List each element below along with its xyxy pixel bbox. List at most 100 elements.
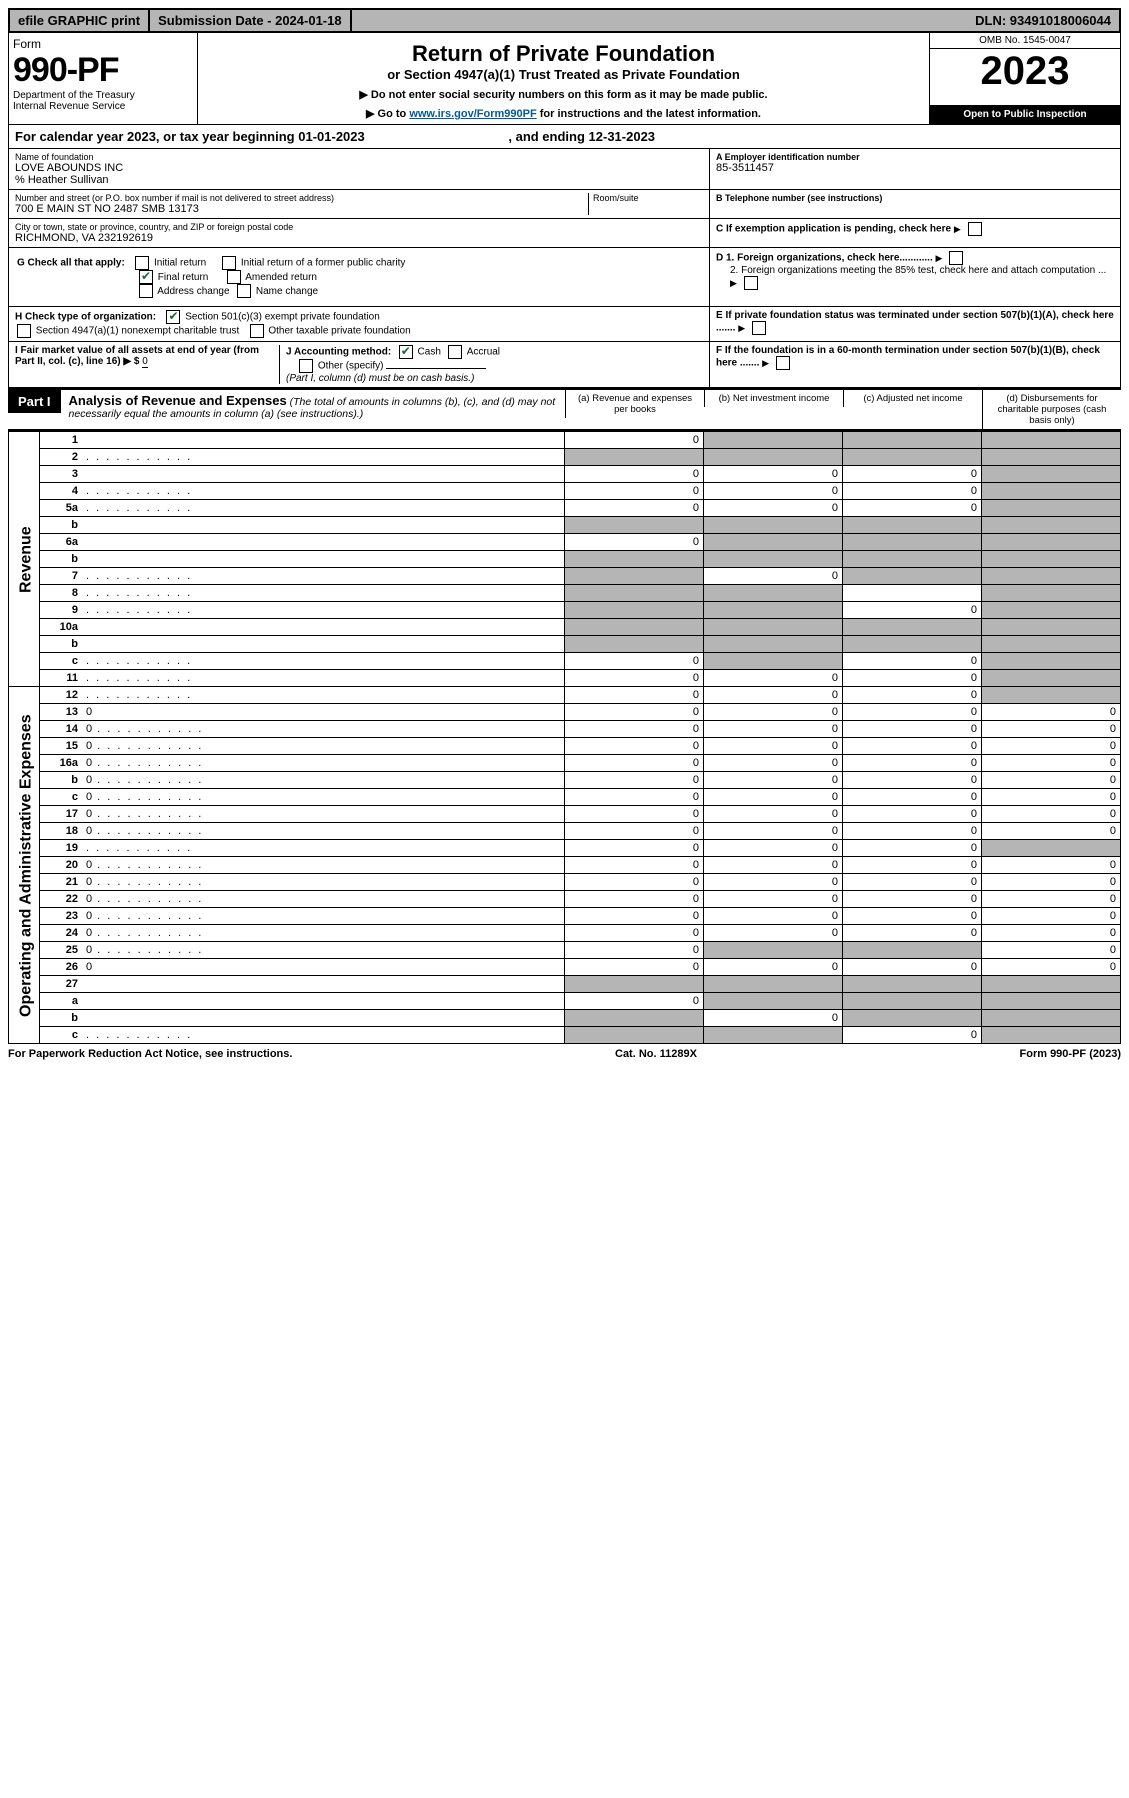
line-desc (82, 585, 565, 602)
line-number: c (40, 789, 83, 806)
amt-a (565, 449, 704, 466)
amt-a: 0 (565, 653, 704, 670)
amt-a: 0 (565, 755, 704, 772)
amt-b (704, 636, 843, 653)
e-checkbox[interactable] (752, 321, 766, 335)
amt-b: 0 (704, 823, 843, 840)
amt-a: 0 (565, 432, 704, 449)
amt-c: 0 (843, 483, 982, 500)
table-row: c00000 (9, 789, 1121, 806)
h-4947[interactable] (17, 324, 31, 338)
d-cell: D 1. Foreign organizations, check here..… (709, 248, 1120, 307)
amt-c (843, 517, 982, 534)
f-checkbox[interactable] (776, 356, 790, 370)
amt-d (982, 653, 1121, 670)
foundation-name: LOVE ABOUNDS INC (15, 162, 703, 174)
amt-b (704, 653, 843, 670)
city: RICHMOND, VA 232192619 (15, 232, 703, 244)
j-cash[interactable] (399, 345, 413, 359)
amt-b (704, 976, 843, 993)
g-address[interactable] (139, 284, 153, 298)
amt-c: 0 (843, 500, 982, 517)
form-title: Return of Private Foundation (202, 41, 925, 67)
header-left: Form 990-PF Department of the Treasury I… (9, 33, 198, 124)
efile-label[interactable]: efile GRAPHIC print (10, 10, 150, 31)
j-other[interactable] (299, 359, 313, 373)
j-accrual[interactable] (448, 345, 462, 359)
table-row: 2 (9, 449, 1121, 466)
footer-right: Form 990-PF (2023) (1020, 1048, 1122, 1060)
table-row: 2400000 (9, 925, 1121, 942)
line-desc: 0 (82, 925, 565, 942)
line-desc: 0 (82, 959, 565, 976)
line-desc (82, 551, 565, 568)
phone-cell: B Telephone number (see instructions) (709, 190, 1120, 219)
amt-d (982, 517, 1121, 534)
line-number: 5a (40, 500, 83, 517)
g-amended[interactable] (227, 270, 241, 284)
line-desc: 0 (82, 789, 565, 806)
line-desc: 0 (82, 721, 565, 738)
line-desc: 0 (82, 738, 565, 755)
c-checkbox[interactable] (968, 222, 982, 236)
line-desc: 0 (82, 891, 565, 908)
line-number: a (40, 993, 83, 1010)
header-right: OMB No. 1545-0047 2023 Open to Public In… (929, 33, 1120, 124)
d1-checkbox[interactable] (949, 251, 963, 265)
part1-header: Part I Analysis of Revenue and Expenses … (8, 388, 1121, 431)
amt-c (843, 534, 982, 551)
amt-c: 0 (843, 721, 982, 738)
form-link[interactable]: www.irs.gov/Form990PF (409, 108, 536, 120)
g-former[interactable] (222, 256, 236, 270)
amt-a (565, 1010, 704, 1027)
amt-b: 0 (704, 857, 843, 874)
g-cell: G Check all that apply: Initial return I… (9, 248, 709, 307)
care-of: % Heather Sullivan (15, 174, 703, 186)
amt-b: 0 (704, 670, 843, 687)
amt-d: 0 (982, 704, 1121, 721)
line-number: 16a (40, 755, 83, 772)
table-row: 5a000 (9, 500, 1121, 517)
amt-d: 0 (982, 942, 1121, 959)
amt-a: 0 (565, 483, 704, 500)
h-other[interactable] (250, 324, 264, 338)
amt-d (982, 1027, 1121, 1044)
col-b-head: (b) Net investment income (704, 390, 843, 407)
form-subtitle: or Section 4947(a)(1) Trust Treated as P… (202, 67, 925, 82)
amt-d (982, 534, 1121, 551)
line-desc (82, 602, 565, 619)
table-row: b0 (9, 1010, 1121, 1027)
h-cell: H Check type of organization: Section 50… (9, 307, 709, 342)
amt-d (982, 1010, 1121, 1027)
table-row: 3000 (9, 466, 1121, 483)
h-501c3[interactable] (166, 310, 180, 324)
amt-b: 0 (704, 755, 843, 772)
amt-a (565, 568, 704, 585)
amt-a: 0 (565, 857, 704, 874)
table-row: 6a0 (9, 534, 1121, 551)
table-row: 2300000 (9, 908, 1121, 925)
amt-d (982, 466, 1121, 483)
amt-c (843, 568, 982, 585)
line-number: b (40, 772, 83, 789)
g-initial[interactable] (135, 256, 149, 270)
line-desc (82, 653, 565, 670)
g-name[interactable] (237, 284, 251, 298)
amt-d: 0 (982, 755, 1121, 772)
d2-checkbox[interactable] (744, 276, 758, 290)
amt-a (565, 619, 704, 636)
line-number: 23 (40, 908, 83, 925)
amt-b: 0 (704, 721, 843, 738)
dln: DLN: 93491018006044 (967, 10, 1119, 31)
amt-b: 0 (704, 891, 843, 908)
amt-b: 0 (704, 704, 843, 721)
amt-d: 0 (982, 738, 1121, 755)
amt-b (704, 602, 843, 619)
footer-left: For Paperwork Reduction Act Notice, see … (8, 1048, 292, 1060)
amt-c: 0 (843, 908, 982, 925)
line-number: 26 (40, 959, 83, 976)
amt-b: 0 (704, 925, 843, 942)
table-row: c00 (9, 653, 1121, 670)
g-final[interactable] (139, 270, 153, 284)
table-row: b00000 (9, 772, 1121, 789)
